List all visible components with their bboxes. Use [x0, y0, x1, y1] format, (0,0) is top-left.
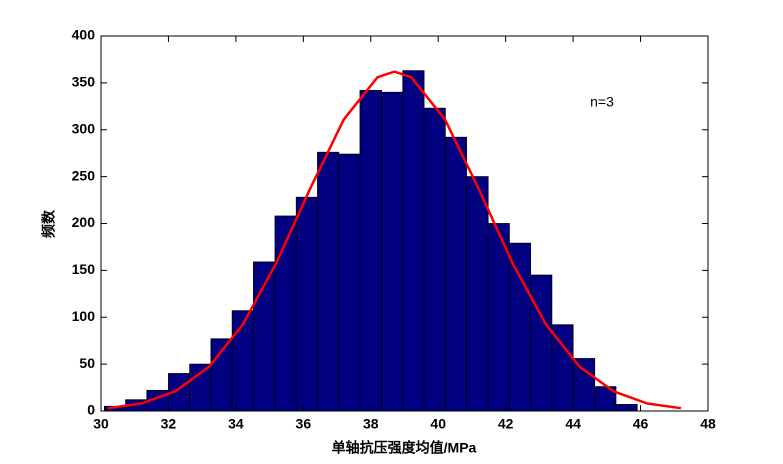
bar	[615, 404, 638, 412]
x-tick-label: 32	[161, 416, 177, 432]
annotation: n=3	[590, 94, 614, 110]
y-tick-label: 400	[72, 27, 96, 43]
y-axis-label: 频数	[41, 209, 57, 238]
bar	[317, 151, 340, 412]
x-tick-label: 48	[700, 416, 716, 432]
y-tick-label: 0	[87, 402, 95, 418]
y-tick-label: 150	[72, 261, 96, 277]
y-tick-label: 100	[72, 308, 96, 324]
bar	[359, 89, 382, 412]
bar	[402, 70, 425, 412]
x-axis-label: 单轴抗压强度均值/MPa	[332, 440, 477, 456]
bar	[572, 358, 596, 412]
y-tick-label: 350	[72, 74, 96, 90]
x-tick-label: 38	[363, 416, 379, 432]
bar	[295, 196, 318, 412]
y-tick-label: 50	[79, 355, 95, 371]
x-tick-label: 46	[633, 416, 649, 432]
bar	[381, 91, 404, 412]
bar	[508, 242, 532, 412]
y-tick-label: 250	[72, 167, 96, 183]
fit-curve	[107, 70, 682, 410]
x-tick-label: 44	[565, 416, 581, 432]
y-tick-label: 200	[72, 214, 96, 230]
bar	[423, 107, 446, 412]
bar	[189, 363, 212, 412]
x-tick-label: 30	[93, 416, 109, 432]
bar	[338, 153, 361, 412]
x-tick-label: 40	[430, 416, 446, 432]
bar	[466, 176, 489, 412]
bar	[530, 274, 553, 412]
x-tick-label: 42	[498, 416, 514, 432]
x-tick-label: 34	[228, 416, 244, 432]
y-tick-label: 300	[72, 120, 96, 136]
bar	[444, 136, 467, 412]
x-tick-label: 36	[296, 416, 312, 432]
